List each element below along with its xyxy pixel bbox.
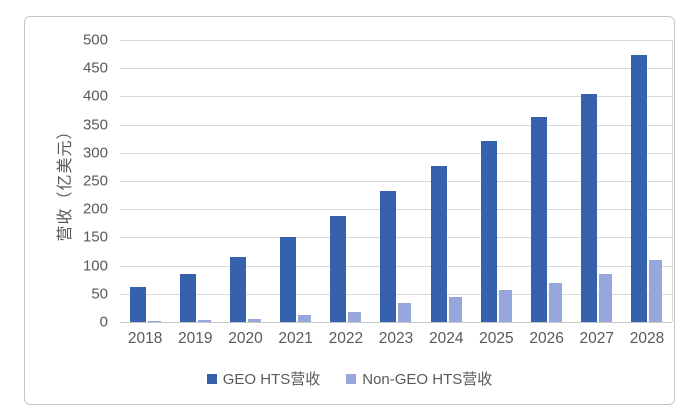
legend-item-geo: GEO HTS营收 <box>206 368 321 389</box>
bar-group-2021 <box>280 40 312 322</box>
chart-card-border <box>24 16 675 405</box>
bar-non-geo-2028 <box>649 259 663 322</box>
bar-non-geo-2019 <box>197 320 211 322</box>
y-tick-label-150: 150 <box>82 228 108 246</box>
x-tick-label-2024: 2024 <box>428 330 464 347</box>
bar-group-2018 <box>129 40 161 322</box>
bar-non-geo-2025 <box>498 289 512 322</box>
bar-geo-2020 <box>229 257 246 322</box>
bar-geo-2018 <box>129 287 146 322</box>
gridline-0 <box>120 322 672 323</box>
x-tick-label-2025: 2025 <box>479 330 514 347</box>
bar-group-2019 <box>179 40 211 322</box>
bar-non-geo-2020 <box>247 318 261 322</box>
bar-non-geo-2021 <box>298 315 312 322</box>
legend-label: GEO HTS营收 <box>222 371 321 388</box>
x-tick-label-2027: 2027 <box>579 330 615 347</box>
bar-geo-2021 <box>280 237 297 322</box>
y-tick-label-0: 0 <box>99 313 108 331</box>
x-tick-label-2019: 2019 <box>178 330 213 347</box>
legend-item-non-geo: Non-GEO HTS营收 <box>346 368 492 389</box>
y-tick-label-250: 250 <box>82 172 108 190</box>
bar-non-geo-2018 <box>147 320 161 322</box>
y-tick-label-450: 450 <box>82 59 108 77</box>
bar-non-geo-2023 <box>398 303 412 322</box>
bar-group-2025 <box>480 40 512 322</box>
bar-group-2022 <box>330 40 362 322</box>
bar-geo-2028 <box>631 54 648 322</box>
bar-group-2028 <box>631 40 663 322</box>
y-tick-label-50: 50 <box>91 285 108 303</box>
bar-group-2023 <box>380 40 412 322</box>
bar-non-geo-2022 <box>348 311 362 322</box>
bar-geo-2027 <box>581 93 598 322</box>
bar-geo-2019 <box>179 274 196 322</box>
bar-group-2027 <box>581 40 613 322</box>
x-tick-label-2026: 2026 <box>529 330 564 347</box>
bar-geo-2022 <box>330 215 347 322</box>
x-tick-label-2028: 2028 <box>629 330 665 347</box>
bar-group-2020 <box>229 40 261 322</box>
bar-non-geo-2024 <box>448 296 462 322</box>
gridline-400 <box>120 96 672 98</box>
x-tick-label-2020: 2020 <box>228 330 263 347</box>
x-tick-label-2018: 2018 <box>127 330 163 347</box>
bar-group-2026 <box>530 40 562 322</box>
gridline-350 <box>120 124 672 126</box>
y-tick-label-100: 100 <box>82 257 108 275</box>
x-tick-label-2023: 2023 <box>378 330 414 347</box>
y-tick-label-350: 350 <box>82 116 108 134</box>
bar-non-geo-2026 <box>548 282 562 322</box>
y-tick-label-500: 500 <box>82 31 108 49</box>
bar-geo-2023 <box>380 191 397 322</box>
x-tick-label-2022: 2022 <box>328 330 364 347</box>
bars-row <box>120 40 672 322</box>
gridline-450 <box>120 68 672 70</box>
plot-area: 0 50 100 150 200 250 300 350 400 450 500 <box>83 32 673 331</box>
gridline-500 <box>120 40 672 41</box>
bar-geo-2025 <box>480 140 497 322</box>
x-tick-label-2021: 2021 <box>278 330 313 347</box>
bar-geo-2024 <box>430 165 447 322</box>
y-tick-label-400: 400 <box>82 87 108 105</box>
legend-swatch-icon <box>346 373 357 384</box>
bar-geo-2026 <box>530 116 547 322</box>
gridline-300 <box>120 152 672 154</box>
x-axis-labels: 2018 2019 2020 2021 2022 2023 2024 2025 2026 2027… <box>120 330 672 348</box>
legend-swatch-icon <box>206 373 217 384</box>
legend-label: Non-GEO HTS营收 <box>362 371 493 388</box>
legend: GEO HTS营收 Non-GEO HTS营收 <box>24 368 675 389</box>
bar-group-2024 <box>430 40 462 322</box>
y-tick-label-300: 300 <box>82 144 108 162</box>
bar-non-geo-2027 <box>599 274 613 322</box>
y-tick-label-200: 200 <box>82 200 108 218</box>
gridline-250 <box>120 181 672 182</box>
